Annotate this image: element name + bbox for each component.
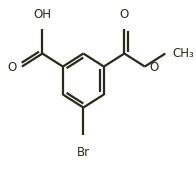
Text: O: O: [120, 8, 129, 21]
Text: Br: Br: [77, 146, 90, 159]
Text: O: O: [7, 61, 16, 74]
Text: CH₃: CH₃: [173, 47, 194, 60]
Text: OH: OH: [33, 8, 51, 21]
Text: O: O: [150, 61, 159, 74]
